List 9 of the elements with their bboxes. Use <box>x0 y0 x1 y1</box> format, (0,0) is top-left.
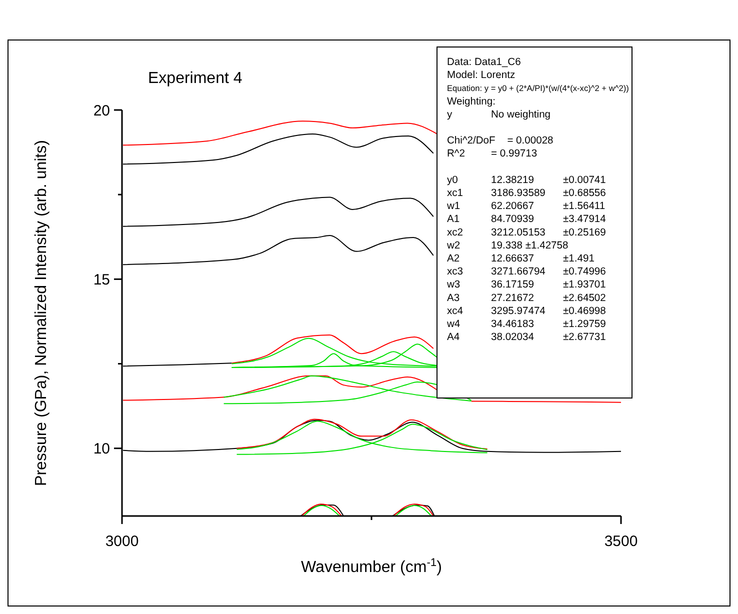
x-tick-label: 3500 <box>604 533 638 550</box>
text: Data: Data1_C6 Model: Lorentz Equation: y = y0 + (2*A/PI)*(w/(4*(x-xc)^2 + w^2)) Weighting: y No weighting Chi^2/DoF = 0.00028 R^2 = 0.99713 y0 12.38219 ±0.00741 xc1 3186.93589 ±0.68556 w1 62.20667 ±1.56411 A1 84.70939 ±3.47914 xc2 3212.05153 ±0.25169 w2 19.338 ±1.42758 A2 12.66637 ±1.491 xc3 3271.66794 ±0.74996 w3 36.17159 ±1.93701 A3 27.21672 ±2.64502 xc4 3295.97474 ±0.46998 w4 34.46183 ±1.29759 A4 38.02034 ±2.67731 <box>447 57 629 344</box>
x-tick-label: 3000 <box>105 533 139 550</box>
y-axis-title: Pressure (GPa), Normalized Intensity (arb. units) <box>33 140 50 486</box>
y-tick-label: 10 <box>93 440 110 458</box>
y-tick-label: 20 <box>93 102 110 120</box>
y-tick-label: 15 <box>93 271 110 288</box>
chart-title: Experiment 4 <box>148 70 242 87</box>
x-axis-title: Wavenumber (cm$^{-1}$) <box>301 557 442 576</box>
